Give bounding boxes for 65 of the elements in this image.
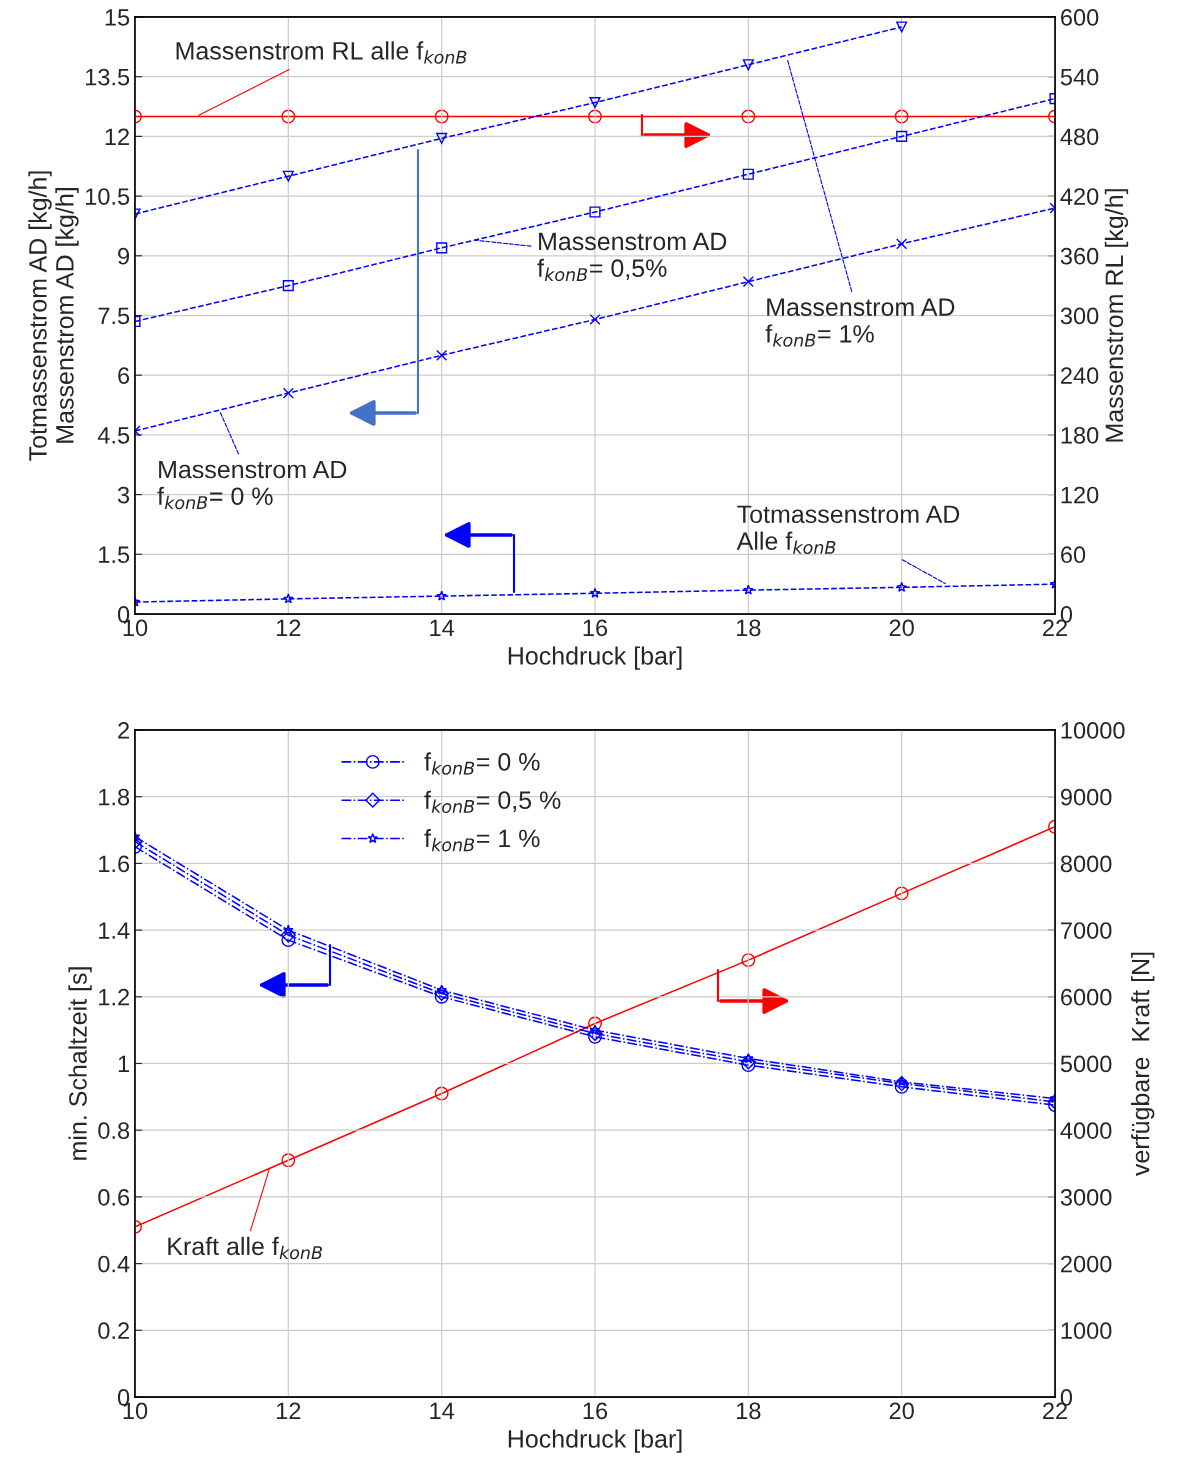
y2-tick-label: 300 [1060,307,1099,325]
y-tick-label: 15 [105,9,130,26]
y-tick-label: 1.8 [99,788,130,806]
y2-tick-label: 9000 [1060,788,1112,806]
y-tick-label: 1.6 [99,855,130,873]
y-tick-label: 1 [118,1055,129,1073]
y-tick-label: 1.4 [99,922,130,939]
y-tick-label: 13.5 [85,68,130,86]
y2-tick-label: 10000 [1061,722,1125,739]
y-tick-label: 7.5 [98,307,130,325]
y2-tick-label: 7000 [1061,922,1112,939]
y-tick-label: 10.5 [85,188,130,205]
y2-tick-label: 2000 [1061,1255,1112,1273]
y-tick-label: 0.8 [98,1122,130,1139]
y-tick-label: 3 [117,486,130,504]
y-axis-title: Totmassenstrom AD [kg/h] Massenstrom AD [kg/h] [28,171,79,461]
x-axis-title: Hochdruck [bar] [508,1429,682,1453]
x-tick-label: 12 [277,619,301,636]
legend-label: f$_{konB}$= 0,5 % [424,790,561,814]
y-tick-label: 1.2 [99,988,129,1006]
y2-tick-label: 5000 [1060,1055,1112,1073]
annotation: Totmassenstrom AD Alle f$_{konB}$ [736,505,960,555]
y-tick-label: 9 [118,247,130,265]
y2-tick-label: 420 [1060,188,1099,205]
x-tick-label: 16 [583,619,608,637]
y2-axis-title: verfügbare Kraft [N] [1131,952,1155,1176]
x-tick-label: 14 [430,1402,455,1419]
y-tick-label: 6 [118,367,130,384]
y2-tick-label: 180 [1061,426,1099,444]
y-tick-label: 2 [118,722,129,739]
y2-tick-label: 60 [1061,546,1086,564]
y-axis-title: min. Schaltzeit [s] [68,967,92,1160]
y2-tick-label: 600 [1061,9,1099,26]
y2-tick-label: 1000 [1061,1322,1112,1340]
y2-axis-title: Massenstrom RL [kg/h] [1104,189,1129,442]
y2-tick-label: 4000 [1060,1122,1112,1139]
y-tick-label: 0.6 [98,1188,130,1206]
y2-tick-label: 540 [1060,68,1099,86]
y2-tick-label: 480 [1060,128,1099,146]
y2-tick-label: 120 [1061,486,1099,504]
legend-label: f$_{konB}$= 1 % [424,828,540,852]
y-tick-label: 0.4 [98,1255,130,1273]
y-tick-label: 12 [105,128,129,145]
x-tick-label: 18 [737,1402,761,1420]
x-tick-label: 18 [737,619,761,637]
x-axis-title: Hochdruck [bar] [508,646,682,670]
annotation: Kraft alle f$_{konB}$ [168,1236,322,1260]
annotation: Massenstrom AD f$_{konB}$= 0,5% [537,232,727,282]
y-tick-label: 4.5 [97,427,130,444]
legend-label: f$_{konB}$= 0 % [424,752,540,775]
x-tick-label: 16 [583,1402,608,1420]
y2-tick-label: 3000 [1060,1188,1112,1206]
x-tick-label: 12 [277,1402,301,1419]
annotation: Massenstrom AD f$_{konB}$= 1% [765,298,955,347]
y2-tick-label: 360 [1060,247,1099,265]
annotation: Massenstrom AD f$_{konB}$= 0 % [157,460,347,510]
x-tick-label: 20 [889,619,914,637]
y-tick-label: 0.2 [98,1322,129,1340]
y2-tick-label: 6000 [1061,988,1112,1006]
y2-tick-label: 240 [1061,367,1099,384]
annotation: Massenstrom RL alle f$_{konB}$ [176,41,467,64]
y2-tick-label: 8000 [1060,855,1112,873]
x-tick-label: 20 [889,1402,914,1420]
x-tick-label: 14 [430,619,455,636]
y-tick-label: 1.5 [99,546,130,564]
